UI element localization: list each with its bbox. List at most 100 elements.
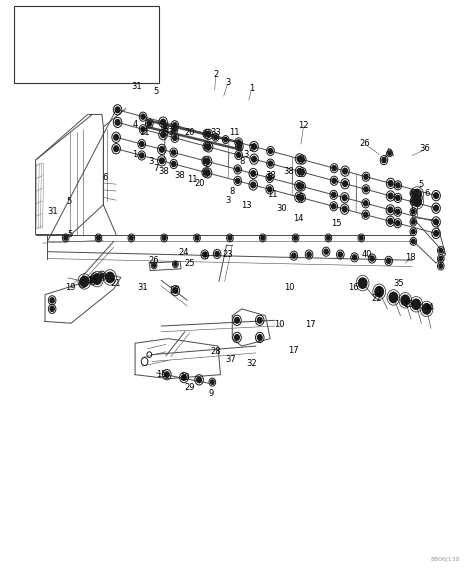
Circle shape [396, 221, 400, 226]
Text: 38: 38 [175, 171, 185, 180]
Circle shape [396, 196, 400, 200]
Circle shape [268, 176, 272, 180]
Text: 9: 9 [208, 389, 214, 398]
Text: 37: 37 [226, 355, 236, 364]
Circle shape [396, 209, 400, 214]
Text: 2: 2 [248, 144, 254, 153]
Circle shape [434, 193, 438, 198]
Text: 30: 30 [180, 373, 190, 382]
Circle shape [364, 212, 368, 217]
Text: 36: 36 [419, 144, 429, 153]
Circle shape [300, 170, 304, 174]
Circle shape [114, 146, 118, 152]
Circle shape [413, 196, 421, 206]
Circle shape [439, 256, 443, 261]
Circle shape [161, 119, 165, 125]
Circle shape [129, 236, 133, 240]
Circle shape [342, 195, 347, 201]
Text: 8: 8 [229, 186, 235, 196]
Text: 31: 31 [137, 283, 147, 292]
Circle shape [396, 183, 400, 188]
Text: 26: 26 [149, 256, 159, 265]
Circle shape [205, 132, 209, 136]
Circle shape [370, 256, 374, 261]
Circle shape [173, 123, 177, 128]
Circle shape [434, 219, 438, 225]
Circle shape [203, 252, 207, 257]
Text: 11: 11 [267, 190, 278, 199]
Text: 21: 21 [111, 279, 121, 288]
Circle shape [327, 236, 330, 240]
Text: 30: 30 [277, 204, 287, 213]
Circle shape [434, 205, 438, 211]
Text: 3: 3 [225, 78, 230, 88]
Text: 15: 15 [403, 300, 414, 309]
Circle shape [50, 298, 54, 303]
Text: 38: 38 [158, 167, 169, 176]
Circle shape [364, 201, 368, 206]
Text: 17: 17 [305, 320, 316, 329]
Circle shape [332, 178, 336, 183]
Circle shape [115, 107, 120, 113]
Circle shape [389, 292, 398, 303]
Circle shape [228, 236, 232, 240]
Circle shape [80, 276, 89, 287]
Circle shape [64, 236, 67, 240]
Circle shape [324, 249, 328, 254]
Text: 31: 31 [131, 82, 142, 92]
Circle shape [292, 253, 296, 258]
Circle shape [388, 152, 391, 155]
Text: 20: 20 [195, 178, 205, 188]
Text: 19: 19 [65, 283, 75, 292]
Circle shape [422, 304, 431, 314]
Circle shape [297, 183, 301, 189]
Circle shape [411, 239, 415, 244]
Text: 24: 24 [179, 248, 189, 257]
Bar [14, 6, 159, 83]
Text: 1: 1 [132, 150, 138, 159]
Text: 6: 6 [102, 173, 108, 182]
Circle shape [332, 204, 336, 209]
Circle shape [163, 236, 166, 240]
Circle shape [224, 137, 228, 142]
Text: 10: 10 [284, 283, 294, 292]
Text: 12: 12 [298, 121, 309, 130]
Circle shape [205, 170, 210, 176]
Text: 27: 27 [169, 286, 180, 295]
Circle shape [382, 158, 386, 162]
Circle shape [237, 140, 241, 145]
Text: B806J138: B806J138 [430, 557, 460, 562]
Text: 38: 38 [283, 167, 293, 176]
Circle shape [297, 156, 302, 162]
Circle shape [387, 259, 391, 263]
Circle shape [237, 144, 241, 149]
Text: 16: 16 [348, 283, 358, 292]
Text: 5: 5 [66, 197, 72, 206]
Text: 33: 33 [163, 128, 173, 137]
Text: 18: 18 [405, 253, 415, 262]
Circle shape [164, 372, 169, 378]
Text: 7: 7 [154, 164, 159, 173]
Circle shape [159, 158, 164, 164]
Circle shape [343, 181, 347, 186]
Text: 22: 22 [372, 294, 382, 303]
Circle shape [252, 144, 256, 149]
Circle shape [174, 263, 177, 266]
Circle shape [204, 170, 208, 175]
Circle shape [204, 158, 208, 164]
Circle shape [206, 144, 211, 150]
Circle shape [153, 264, 155, 267]
Circle shape [173, 136, 177, 140]
Circle shape [297, 194, 301, 200]
Text: 35: 35 [393, 279, 403, 288]
Text: 40: 40 [362, 250, 373, 259]
Text: 28: 28 [210, 347, 221, 356]
Text: 14: 14 [293, 214, 304, 223]
Text: 11: 11 [139, 128, 150, 137]
Circle shape [163, 125, 167, 129]
Text: 10: 10 [274, 320, 285, 329]
Circle shape [205, 158, 210, 164]
Circle shape [358, 278, 367, 288]
Text: 15: 15 [331, 219, 342, 228]
Text: 5: 5 [418, 180, 424, 189]
